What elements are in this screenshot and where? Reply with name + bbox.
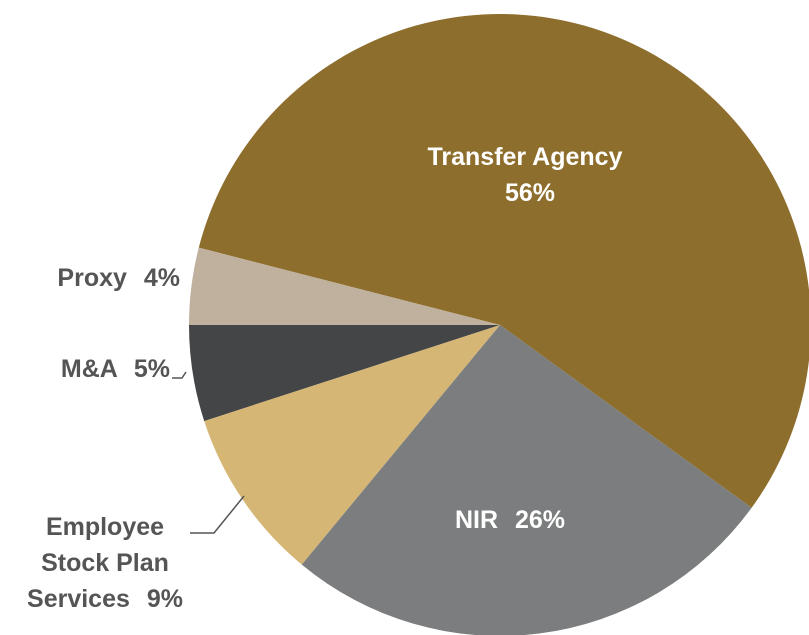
slice-label: M&A 5%: [20, 351, 170, 387]
pie-slice: [301, 325, 752, 635]
pie-slice: [189, 325, 500, 422]
slice-label: Transfer Agency 56%: [425, 139, 625, 211]
leader-line: [172, 371, 187, 379]
slice-label: NIR 26%: [410, 502, 610, 538]
category-label: Employee Stock Plan Services: [27, 513, 169, 613]
value-label: 9%: [146, 585, 183, 613]
value-label: 56%: [504, 179, 556, 207]
pie-slice: [189, 247, 500, 325]
value-label: 5%: [133, 355, 170, 383]
pie-slice: [204, 325, 500, 565]
slice-label: Employee Stock Plan Services 9%: [10, 509, 200, 617]
leader-line: [190, 495, 245, 534]
category-label: NIR: [454, 506, 499, 534]
slice-label: Proxy 4%: [20, 260, 180, 296]
value-label: 4%: [143, 264, 180, 292]
category-label: Transfer Agency: [427, 143, 623, 171]
category-label: Proxy: [57, 264, 127, 292]
value-label: 26%: [514, 506, 566, 534]
category-label: M&A: [60, 355, 117, 383]
pie-slice: [198, 14, 809, 508]
